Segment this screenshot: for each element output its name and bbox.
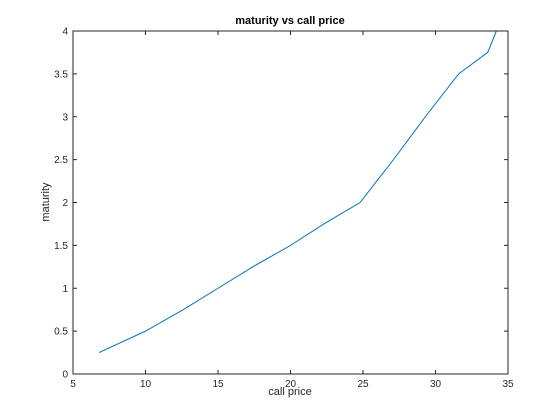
plot-area <box>72 30 509 375</box>
y-tick-label: 4 <box>62 27 68 38</box>
y-axis-label: maturity <box>40 182 52 222</box>
y-tick-label: 0 <box>62 370 68 381</box>
x-axis-label: call price <box>268 386 311 398</box>
y-tick-label: 2.5 <box>54 155 68 166</box>
x-tick-label: 35 <box>502 379 514 390</box>
tick-labels-group: 5 10 15 20 25 30 35 0 0.5 1 1.5 2 2.5 3 3.5 4 <box>54 27 514 391</box>
x-tick-label: 5 <box>70 379 76 390</box>
series-line <box>98 30 497 354</box>
x-tick-label: 25 <box>357 379 369 390</box>
x-tick-label: 10 <box>140 379 152 390</box>
x-tick-label: 30 <box>430 379 442 390</box>
ticks-group <box>72 30 509 375</box>
y-tick-label: 3 <box>62 112 68 123</box>
x-tick-label: 20 <box>285 379 297 390</box>
y-tick-label: 2 <box>62 198 68 209</box>
chart-title: maturity vs call price <box>235 15 344 27</box>
y-tick-label: 1 <box>62 284 68 295</box>
x-tick-label: 15 <box>212 379 224 390</box>
y-tick-label: 0.5 <box>54 327 68 338</box>
y-tick-label: 1.5 <box>54 241 68 252</box>
y-tick-label: 3.5 <box>54 69 68 80</box>
